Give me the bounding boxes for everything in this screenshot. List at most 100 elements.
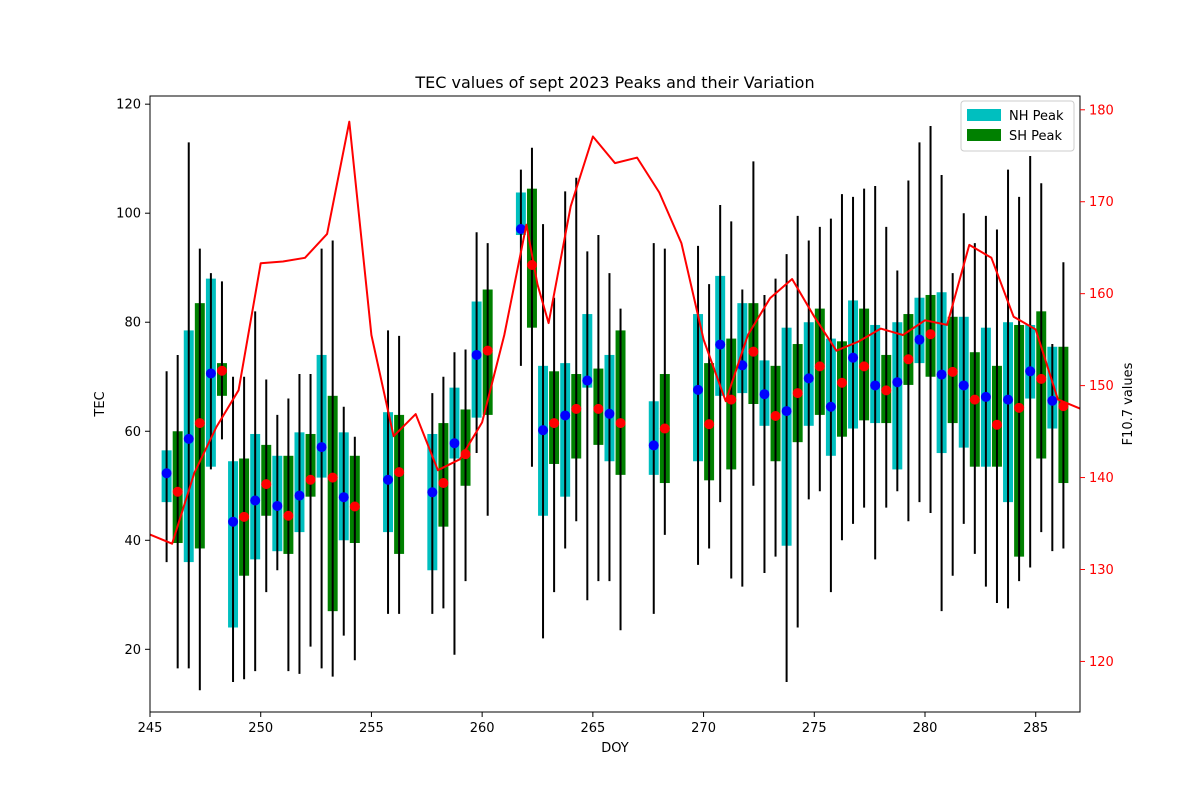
nh-mean-point [538,425,549,436]
nh-mean-point [980,391,991,402]
y2-tick-label: 120 [1089,655,1114,670]
x-axis: 245 250 255 260 265 270 275 280 285 [138,712,1048,736]
x-tick-label: 280 [913,721,938,736]
nh-mean-point [958,380,969,391]
nh-mean-point [803,373,814,384]
sh-mean-point [726,394,737,405]
nh-mean-point [228,516,239,527]
x-tick-label: 270 [691,721,716,736]
sh-mean-point [991,419,1002,430]
y-tick-label: 80 [124,316,141,331]
nh-mean-point [560,410,571,421]
nh-mean-point [471,349,482,360]
nh-mean-point [737,360,748,371]
sh-mean-point [659,423,670,434]
sh-mean-point [349,501,360,512]
nh-mean-point [693,384,704,395]
nh-mean-point [914,334,925,345]
legend-swatch-nh [967,109,1001,121]
sh-mean-point [394,467,405,478]
sh-mean-point [283,510,294,521]
y2-tick-label: 160 [1089,287,1114,302]
sh-mean-point [438,478,449,489]
sh-mean-point [903,354,914,365]
nh-mean-point [781,406,792,417]
y2-tick-label: 150 [1089,379,1114,394]
sh-mean-point [859,361,870,372]
y2-tick-label: 170 [1089,195,1114,210]
y-tick-label: 20 [124,643,141,658]
sh-mean-point [1014,402,1025,413]
x-tick-label: 265 [580,721,605,736]
sh-mean-point [460,449,471,460]
f107-line [149,120,1081,545]
nh-mean-point [316,442,327,453]
nh-mean-point [449,438,460,449]
nh-mean-point [604,408,615,419]
y2-tick-label: 130 [1089,563,1114,578]
sh-mean-point [925,329,936,340]
y-axis-left: 20 40 60 80 100 120 [116,98,150,658]
sh-mean-point [969,394,980,405]
y-tick-label: 60 [124,425,141,440]
sh-mean-point [571,403,582,414]
nh-mean-point [715,339,726,350]
sh-mean-point [593,403,604,414]
sh-mean-point [194,418,205,429]
legend-label-nh: NH Peak [1009,109,1064,124]
y-tick-label: 40 [124,534,141,549]
nh-mean-point [383,474,394,485]
y-tick-label: 100 [116,207,141,222]
x-tick-label: 285 [1023,721,1048,736]
nh-mean-point [205,368,216,379]
x-tick-label: 245 [138,721,163,736]
nh-mean-point [183,433,194,444]
nh-mean-point [848,352,859,363]
sh-mean-point [770,410,781,421]
sh-mean-point [615,418,626,429]
y-axis-right: 120 130 140 150 160 170 180 [1080,103,1114,670]
nh-mean-point [161,468,172,479]
sh-mean-point [947,366,958,377]
sh-mean-point [748,346,759,357]
sh-mean-point [792,388,803,399]
sh-mean-point [216,365,227,376]
legend-label-sh: SH Peak [1009,129,1063,144]
nh-mean-point [759,389,770,400]
sh-mean-point [549,418,560,429]
nh-mean-point [427,487,438,498]
y-tick-label: 120 [116,98,141,113]
marks-layer [161,125,1069,691]
nh-mean-point [1047,395,1058,406]
y2-tick-label: 140 [1089,471,1114,486]
y-axis-label: TEC [93,391,108,417]
sh-mean-point [814,361,825,372]
sh-mean-point [305,474,316,485]
x-tick-label: 275 [802,721,827,736]
sh-mean-point [261,479,272,490]
nh-mean-point [936,369,947,380]
nh-mean-point [250,495,261,506]
nh-mean-point [648,440,659,451]
sh-mean-point [704,419,715,430]
y2-axis-label: F10.7 values [1121,362,1136,445]
nh-mean-point [272,500,283,511]
nh-mean-point [1025,366,1036,377]
sh-mean-point [482,345,493,356]
sh-mean-point [1036,373,1047,384]
nh-mean-point [515,224,526,235]
plot-frame [149,95,1081,713]
sh-mean-point [836,377,847,388]
nh-mean-point [294,490,305,501]
nh-mean-point [870,380,881,391]
x-tick-label: 260 [470,721,495,736]
x-axis-label: DOY [601,741,629,756]
nh-mean-point [582,375,593,386]
chart-title: TEC values of sept 2023 Peaks and their … [414,73,814,92]
sh-mean-point [172,486,183,497]
sh-mean-point [239,511,250,522]
nh-mean-point [338,492,349,503]
y2-tick-label: 180 [1089,103,1114,118]
sh-mean-point [881,385,892,396]
